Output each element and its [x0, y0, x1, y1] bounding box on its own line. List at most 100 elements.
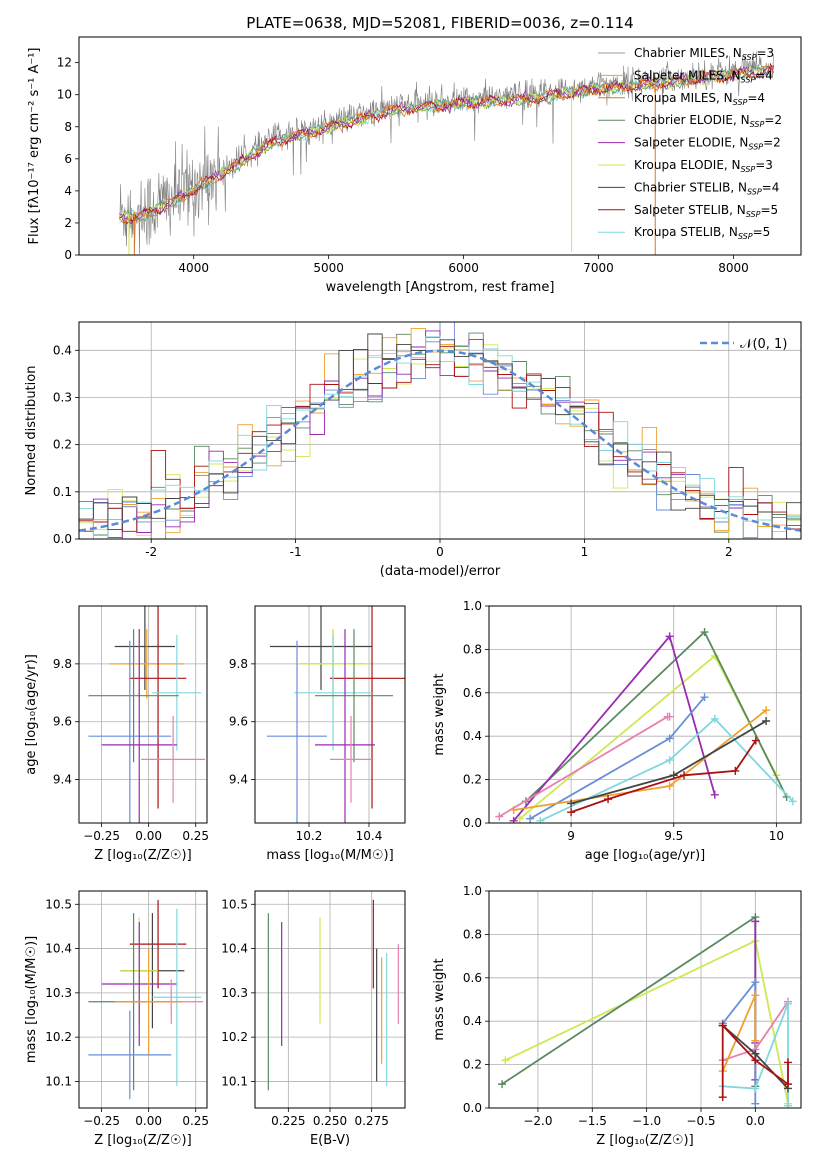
series-marker: [783, 999, 792, 1008]
y-tick-label: 0.8: [463, 642, 482, 656]
y-tick-label: 10.5: [45, 897, 72, 911]
y-tick-label: 0.2: [53, 438, 72, 452]
x-axis-label: Z [log₁₀(Z/Z☉)]: [94, 848, 191, 863]
chart-spectrum: 4000 5000 6000 7000 8000 0 2 4 6 8 10 12 wavelength …: [27, 36, 802, 295]
y-tick-label: 10.4: [45, 942, 72, 956]
legend-label: Salpeter ELODIE, NSSP=2: [634, 136, 781, 152]
series-marker: [751, 917, 760, 926]
x-tick-label: 5000: [313, 261, 344, 275]
y-tick-label: 9.4: [229, 773, 248, 787]
x-tick-label: −0.5: [686, 1114, 715, 1128]
chart-residuals: -2 -1 0 1 2 0.0 0.1 0.2 0.3 0.4 (data-model)/error…: [24, 321, 802, 579]
y-tick-label: 0.4: [463, 729, 482, 743]
x-tick-label: 2: [725, 545, 733, 559]
axes-frame: [78, 321, 802, 540]
series-marker: [762, 706, 771, 715]
figure-title: PLATE=0638, MJD=52081, FIBERID=0036, z=0…: [246, 14, 633, 32]
spectrum-model-line: [119, 64, 775, 224]
y-tick-label: 0.1: [53, 485, 72, 499]
series-marker: [665, 712, 674, 721]
histogram-step: [79, 322, 801, 539]
y-tick-label: 0.4: [53, 343, 72, 357]
x-axis-label: mass [log₁₀(M/M☉)]: [266, 848, 393, 863]
plot-area: [489, 891, 801, 1108]
axes-frame: [78, 605, 208, 824]
series-marker: [731, 766, 740, 775]
y-tick-label: 9.4: [53, 773, 72, 787]
legend-label: Chabrier MILES, NSSP=3: [634, 46, 774, 62]
series-marker: [783, 1101, 792, 1108]
series-line: [570, 739, 757, 813]
spectrum-model-line: [119, 62, 774, 225]
y-tick-label: 10.3: [45, 986, 72, 1000]
legend-label: Chabrier ELODIE, NSSP=2: [634, 113, 782, 129]
x-tick-label: −1.5: [578, 1114, 607, 1128]
series-marker: [751, 1084, 760, 1093]
x-tick-label: 7000: [583, 261, 614, 275]
y-tick-label: 10.3: [221, 986, 248, 1000]
series-marker: [536, 816, 545, 823]
x-tick-label: -2: [145, 545, 157, 559]
x-tick-label: 0: [436, 545, 444, 559]
x-tick-label: 0.225: [271, 1114, 305, 1128]
y-tick-label: 0.8: [463, 927, 482, 941]
x-tick-label: −0.25: [83, 829, 120, 843]
x-tick-label: 10: [769, 829, 784, 843]
legend-label: Kroupa ELODIE, NSSP=3: [634, 158, 773, 174]
y-tick-label: 9.6: [53, 715, 72, 729]
y-axis-label: Normed distribution: [24, 366, 39, 496]
chart-weight-vs-age: 9 9.5 10 0.0 0.2 0.4 0.6 0.8 1.0 age [log₁₀(age/y…: [432, 599, 802, 863]
chart-age-vs-Z: −0.25 0.00 0.25 9.4 9.6 9.8 Z [log₁₀(Z/Z☉)] age…: [24, 605, 209, 863]
y-tick-label: 6: [64, 152, 72, 166]
plot-area: [255, 606, 405, 823]
axes-frame: [78, 36, 802, 256]
plot-area: [79, 606, 207, 823]
series-line: [525, 630, 788, 802]
y-tick-label: 9.6: [229, 715, 248, 729]
y-axis-label: Flux [fλ10⁻¹⁷ erg cm⁻² s⁻¹ A⁻¹]: [27, 48, 42, 245]
series-marker: [751, 1099, 760, 1108]
x-axis-label: wavelength [Angstrom, rest frame]: [326, 280, 555, 295]
series-line: [498, 715, 670, 818]
plot-area: [79, 891, 207, 1108]
x-tick-label: 6000: [448, 261, 479, 275]
chart-mass-vs-EBV: 0.225 0.250 0.275 10.1 10.2 10.3 10.4 10.5 E(B-V…: [221, 890, 406, 1148]
x-tick-label: −2.0: [523, 1114, 552, 1128]
y-axis-label: mass [log₁₀(M/M☉)]: [24, 936, 39, 1063]
series-marker: [751, 1036, 760, 1045]
series-line: [539, 717, 794, 822]
y-axis-label: age [log₁₀(age/yr)]: [24, 654, 39, 775]
spectrum-model-line: [119, 64, 774, 224]
series-marker: [567, 799, 576, 808]
series-marker: [788, 797, 797, 806]
y-tick-label: 0.2: [463, 1058, 482, 1072]
legend-label: Kroupa STELIB, NSSP=5: [634, 225, 770, 241]
y-tick-label: 0.0: [53, 532, 72, 546]
x-tick-label: 0.250: [313, 1114, 347, 1128]
series-marker: [501, 1056, 510, 1065]
series-marker: [495, 812, 504, 821]
series-line: [722, 1003, 789, 1106]
y-tick-label: 10.2: [221, 1030, 248, 1044]
axes-frame: [488, 890, 802, 1109]
chart-mass-vs-Z: −0.25 0.00 0.25 10.1 10.2 10.3 10.4 10.5 Z [log₁…: [24, 890, 209, 1148]
series-marker: [665, 632, 674, 641]
x-tick-label: 10.2: [296, 829, 323, 843]
x-tick-label: 0.00: [135, 829, 162, 843]
series-marker: [710, 714, 719, 723]
plot-area: [119, 51, 775, 255]
y-tick-label: 9.8: [53, 657, 72, 671]
y-tick-label: 0.3: [53, 390, 72, 404]
y-tick-label: 0.4: [463, 1014, 482, 1028]
chart-weight-vs-Z: −2.0 −1.5 −1.0 −0.5 0.0 0.0 0.2 0.4 0.6 0.8 1.0 Z […: [432, 884, 802, 1148]
spectrum-model-line: [119, 65, 775, 224]
x-tick-label: 8000: [718, 261, 749, 275]
x-tick-label: −0.25: [83, 1114, 120, 1128]
y-tick-label: 8: [64, 120, 72, 134]
y-tick-label: 10.5: [221, 897, 248, 911]
normal-curve: [79, 349, 801, 532]
series-marker: [700, 693, 709, 702]
legend-label: 𝒩(0, 1): [740, 337, 787, 352]
x-tick-label: 9.5: [664, 829, 683, 843]
series-line: [721, 994, 757, 1072]
